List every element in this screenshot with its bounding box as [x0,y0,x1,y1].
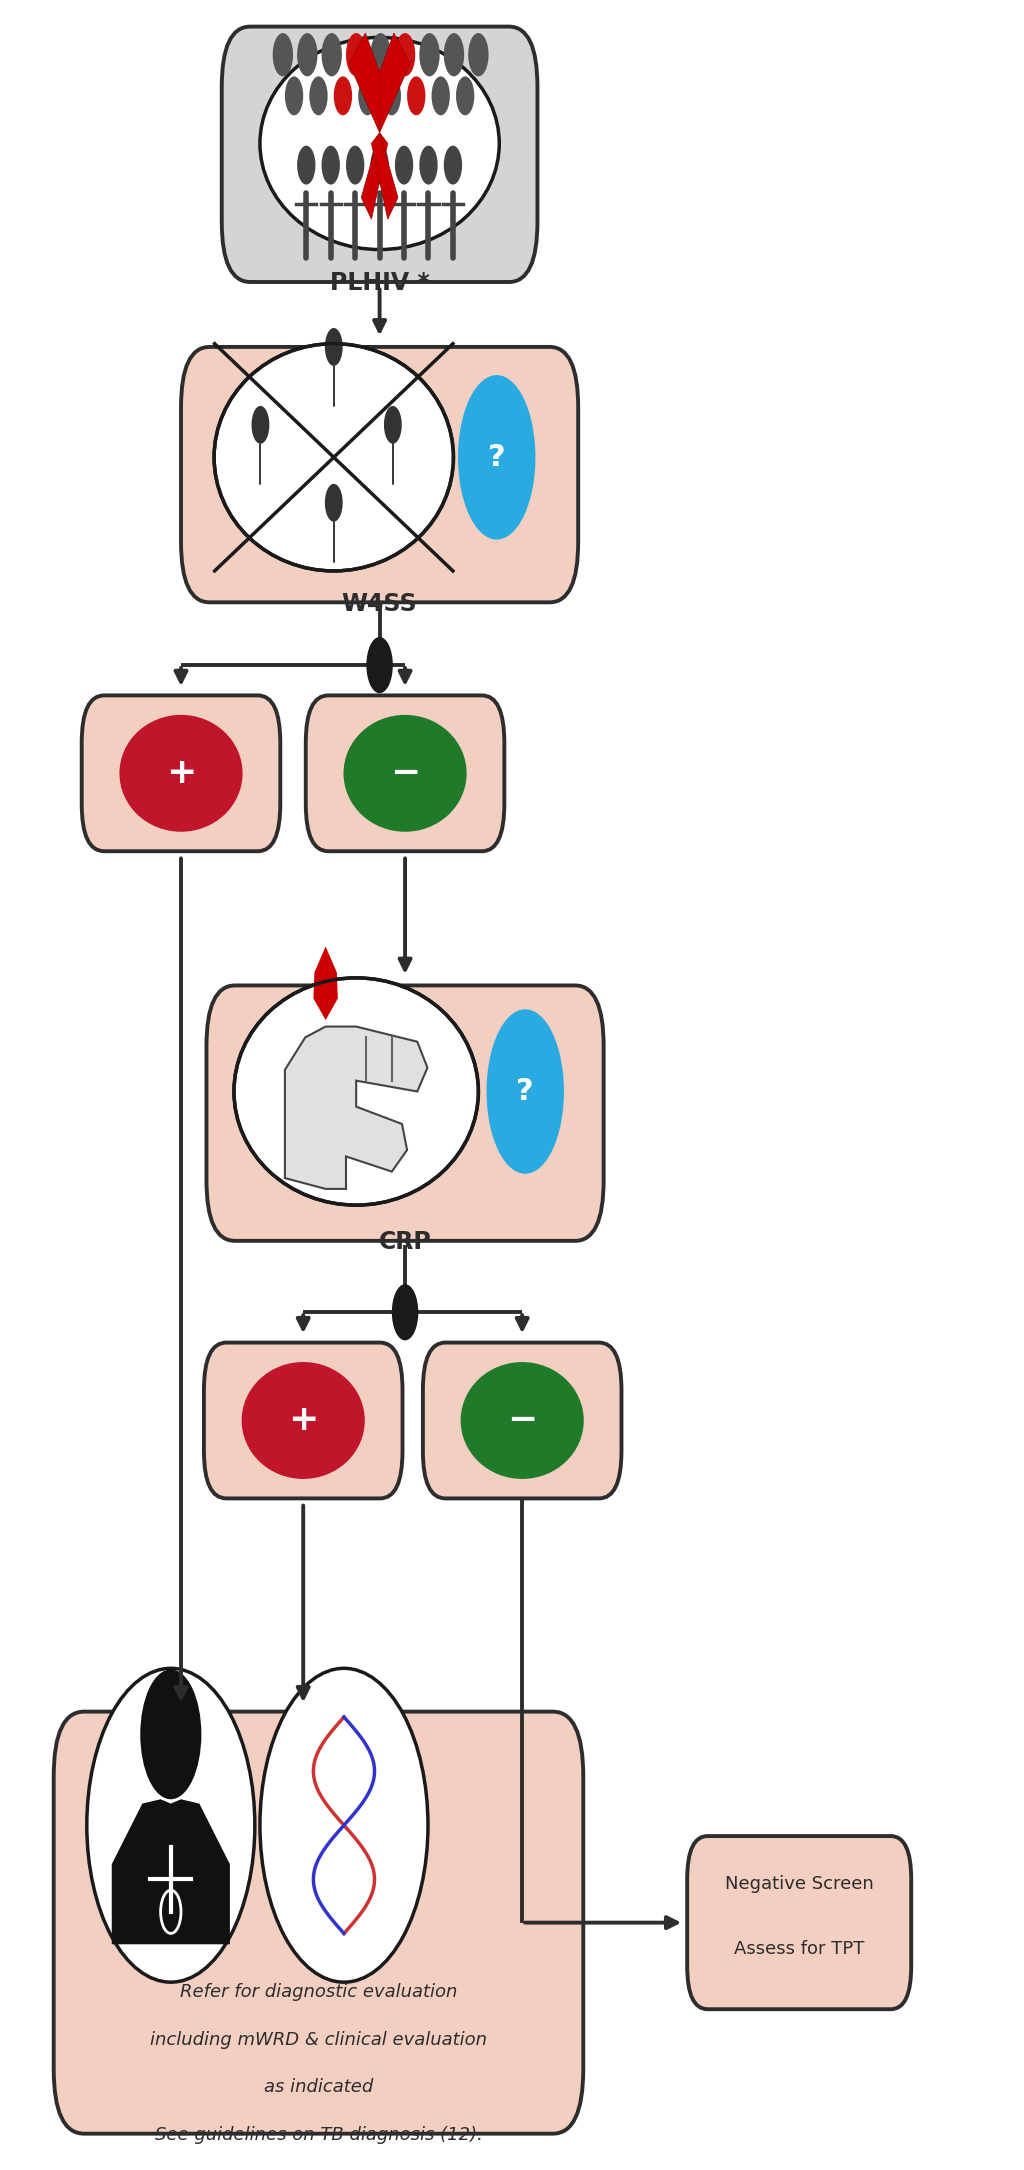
Circle shape [252,406,269,445]
Ellipse shape [260,1669,428,1981]
Circle shape [468,33,488,76]
Circle shape [408,76,425,115]
Circle shape [346,145,365,184]
Circle shape [419,33,439,76]
Ellipse shape [242,1363,365,1480]
Text: −: − [390,757,420,790]
Text: +: + [288,1404,318,1437]
FancyBboxPatch shape [423,1343,622,1499]
Text: +: + [166,757,197,790]
Text: ?: ? [516,1076,535,1107]
Ellipse shape [120,714,243,831]
Circle shape [322,145,340,184]
Circle shape [285,76,303,115]
Ellipse shape [260,37,500,250]
Circle shape [334,76,352,115]
Ellipse shape [343,714,467,831]
Text: Assess for TPT: Assess for TPT [734,1940,864,1957]
Polygon shape [285,1026,427,1189]
Circle shape [443,145,462,184]
FancyBboxPatch shape [687,1836,911,2009]
Text: W4SS: W4SS [342,592,418,616]
FancyBboxPatch shape [181,347,579,603]
Polygon shape [112,1799,230,1944]
Circle shape [140,1669,202,1799]
Circle shape [358,76,377,115]
Circle shape [395,145,414,184]
Polygon shape [361,132,388,219]
Circle shape [384,406,401,445]
Polygon shape [380,33,411,132]
FancyBboxPatch shape [306,694,505,851]
Circle shape [325,484,343,521]
Circle shape [272,33,293,76]
Circle shape [486,1009,564,1174]
Circle shape [346,33,367,76]
Text: See guidelines on TB diagnosis (12).: See guidelines on TB diagnosis (12). [155,2127,482,2144]
Text: CRP: CRP [379,1230,431,1254]
Text: Refer for diagnostic evaluation: Refer for diagnostic evaluation [180,1983,457,2001]
Ellipse shape [214,343,454,571]
Circle shape [325,328,343,367]
FancyBboxPatch shape [82,694,281,851]
Circle shape [456,76,474,115]
Text: ?: ? [487,443,506,471]
FancyBboxPatch shape [222,26,538,282]
Ellipse shape [461,1363,584,1480]
Circle shape [371,145,389,184]
Text: PLHIV *: PLHIV * [330,271,429,295]
Circle shape [367,638,393,692]
Ellipse shape [87,1669,255,1981]
Text: −: − [507,1404,538,1437]
Polygon shape [372,132,398,219]
Circle shape [322,33,342,76]
Ellipse shape [233,979,478,1204]
Circle shape [297,33,317,76]
Circle shape [395,33,416,76]
Polygon shape [349,33,380,132]
Circle shape [458,375,536,540]
Circle shape [383,76,401,115]
Circle shape [309,76,328,115]
Circle shape [371,33,391,76]
Circle shape [297,145,315,184]
FancyBboxPatch shape [204,1343,402,1499]
Circle shape [392,1285,418,1341]
Text: as indicated: as indicated [264,2079,373,2096]
Polygon shape [313,946,338,1020]
Text: including mWRD & clinical evaluation: including mWRD & clinical evaluation [150,2031,487,2048]
Circle shape [443,33,464,76]
Circle shape [431,76,450,115]
Text: Negative Screen: Negative Screen [725,1875,873,1892]
FancyBboxPatch shape [53,1712,584,2133]
Circle shape [419,145,437,184]
FancyBboxPatch shape [207,985,604,1241]
